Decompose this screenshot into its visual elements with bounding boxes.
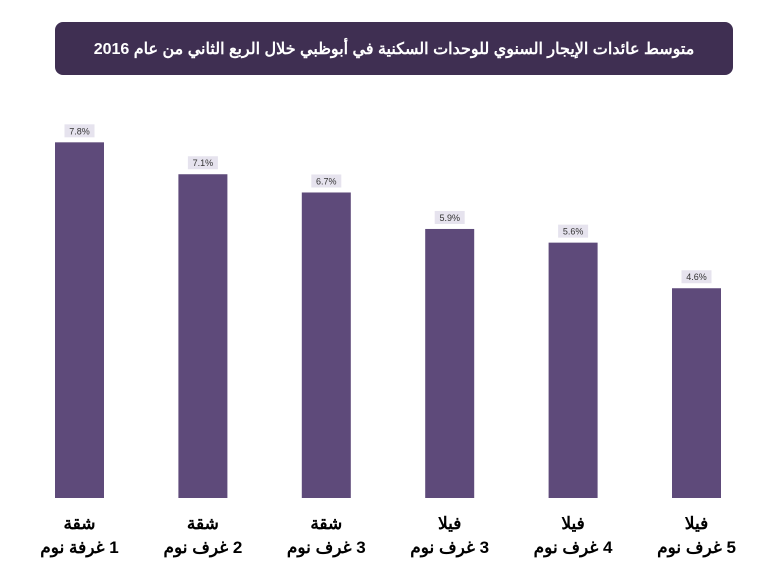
data-label: 5.9% — [439, 213, 460, 223]
category-type: فيلا — [684, 514, 709, 533]
category-rooms: 1 غرفة نوم — [40, 538, 119, 557]
data-label: 6.7% — [316, 176, 337, 186]
bar — [301, 192, 351, 499]
category-type: فيلا — [437, 514, 462, 533]
category-type: شقة — [186, 514, 219, 533]
category-type: فيلا — [561, 514, 585, 533]
data-label-bg — [311, 174, 342, 188]
data-label: 5.6% — [563, 227, 584, 237]
category-rooms: 3 غرف نوم — [286, 538, 366, 557]
category-rooms: 2 غرف نوم — [163, 538, 243, 557]
data-label-bg — [681, 270, 712, 284]
bar — [178, 174, 228, 499]
bar — [55, 142, 104, 498]
data-label: 4.6% — [686, 272, 707, 282]
data-label-bg — [64, 124, 95, 138]
bar — [672, 288, 721, 498]
category-label: فيلا 5 غرف نوم — [637, 512, 757, 560]
chart-title-box: متوسط عائدات الإيجار السنوي للوحدات السك… — [55, 22, 733, 75]
data-label-bg — [187, 156, 218, 170]
data-label: 7.1% — [193, 158, 214, 168]
category-type: شقة — [310, 514, 343, 533]
data-label-bg — [434, 210, 465, 224]
data-label: 7.8% — [69, 126, 90, 136]
category-rooms: 3 غرف نوم — [410, 538, 490, 557]
bar — [425, 228, 475, 498]
category-label: شقة 3 غرف نوم — [266, 512, 386, 560]
category-rooms: 5 غرف نوم — [657, 538, 736, 557]
chart-title: متوسط عائدات الإيجار السنوي للوحدات السك… — [93, 40, 695, 58]
category-type: شقة — [63, 514, 96, 533]
category-rooms: 4 غرف نوم — [533, 538, 613, 557]
category-label: فيلا 4 غرف نوم — [513, 512, 633, 560]
category-label: شقة 2 غرف نوم — [143, 512, 263, 560]
bar — [548, 242, 598, 498]
data-label-bg — [558, 224, 589, 238]
category-label: فيلا 3 غرف نوم — [390, 512, 510, 560]
category-label: شقة 1 غرفة نوم — [20, 512, 140, 560]
